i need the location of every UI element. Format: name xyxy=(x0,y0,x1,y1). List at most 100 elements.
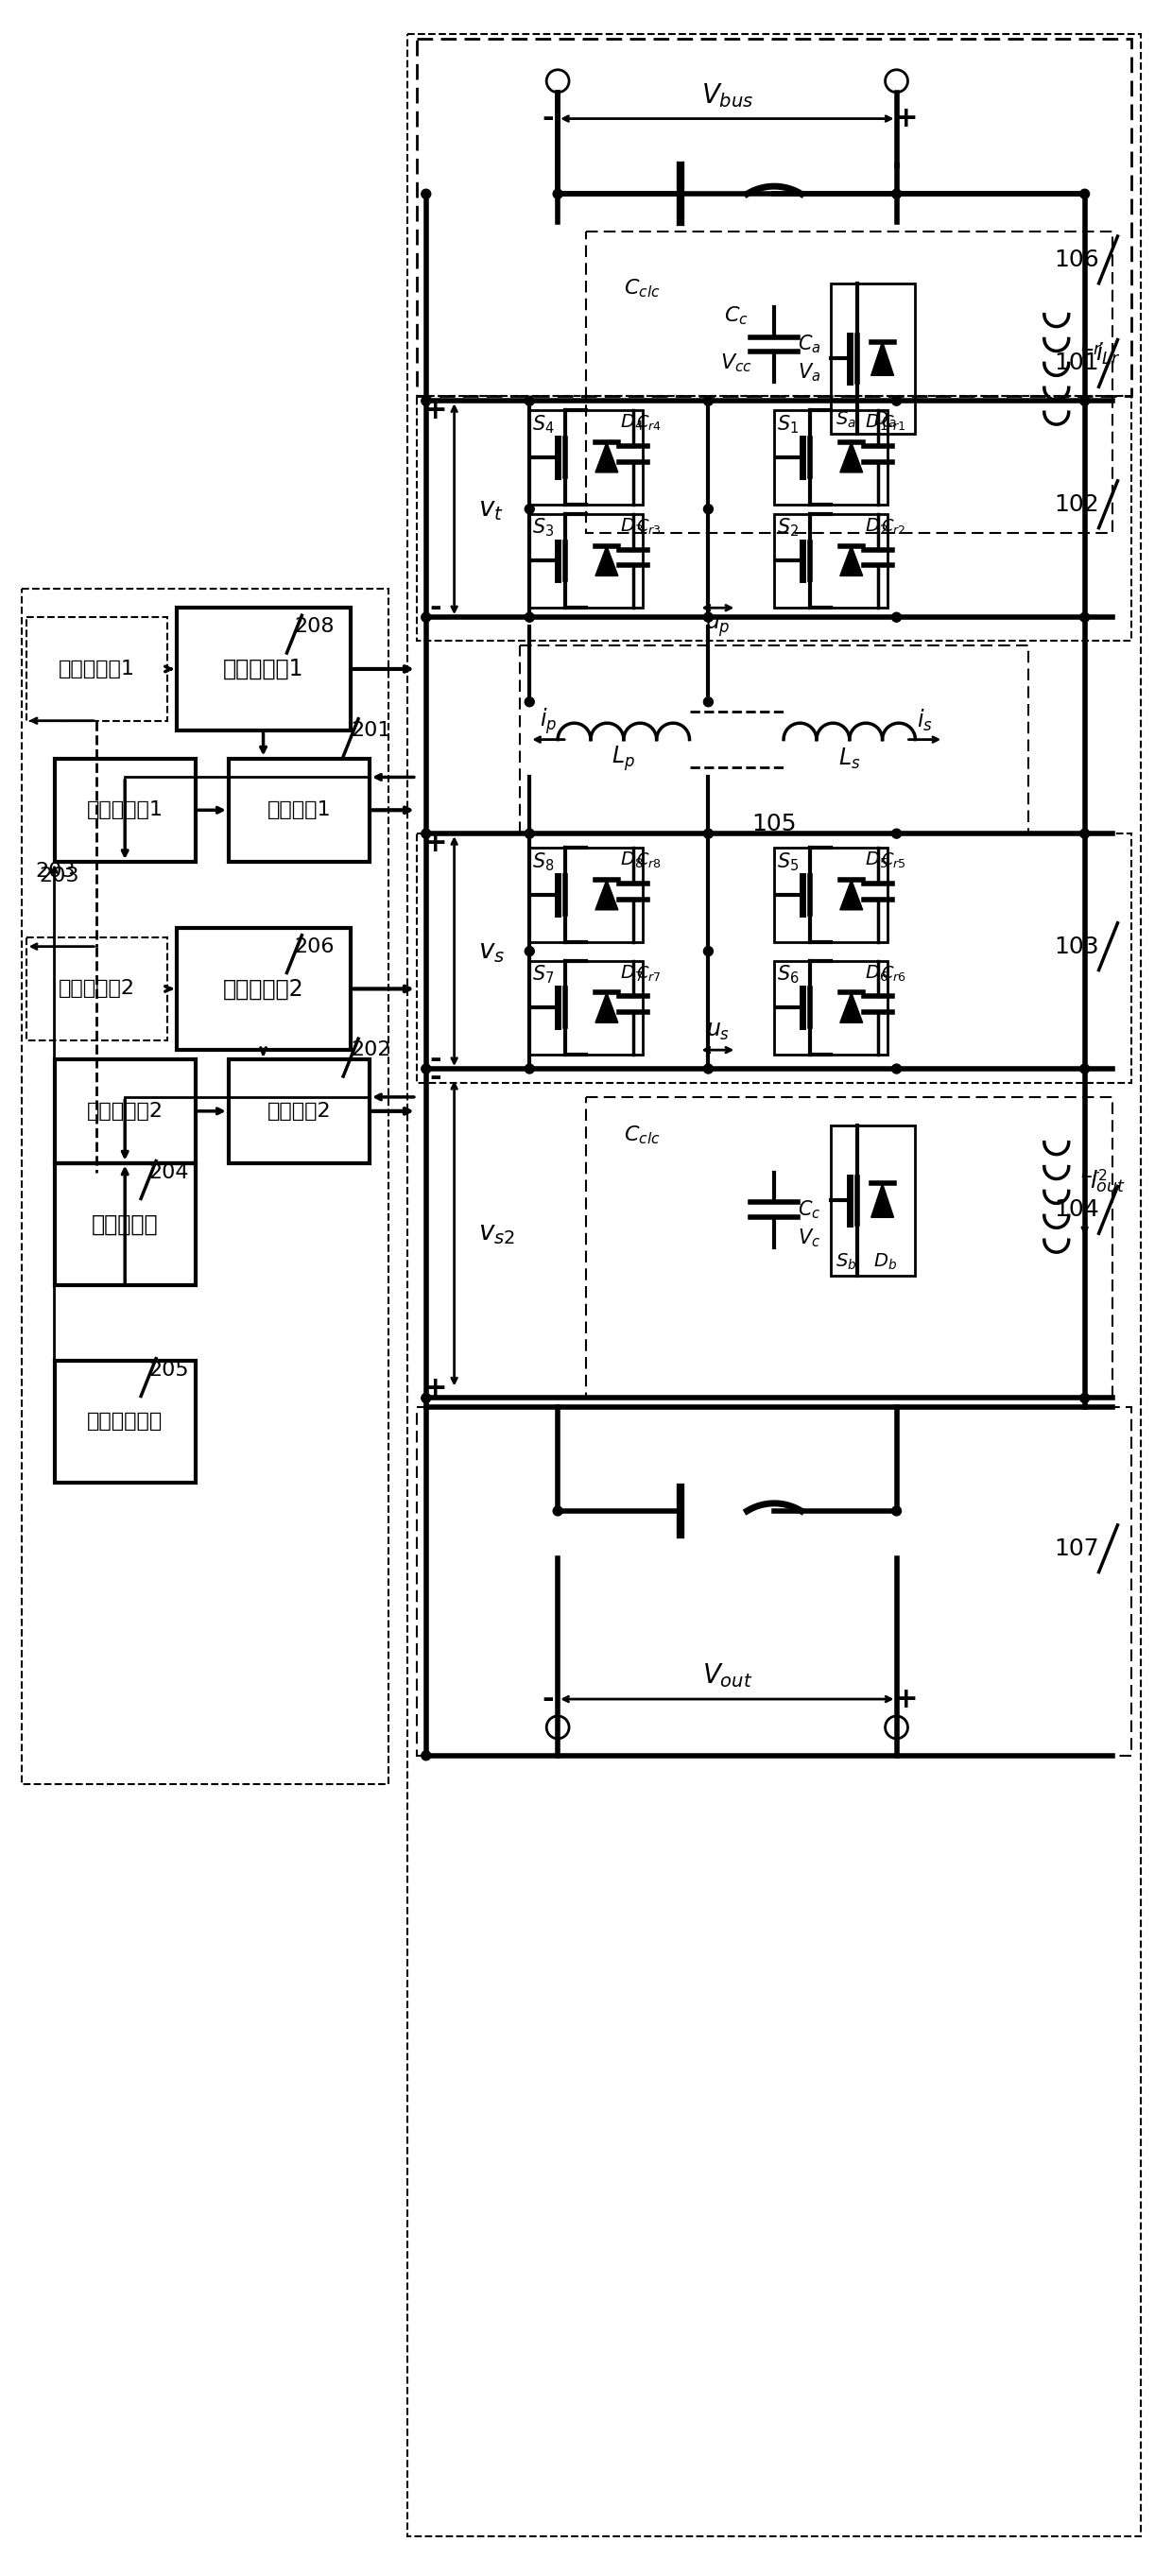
Polygon shape xyxy=(595,546,618,577)
Text: $D_b$: $D_b$ xyxy=(873,1252,897,1273)
Circle shape xyxy=(703,613,713,621)
Text: +: + xyxy=(423,1376,448,1401)
Bar xyxy=(54,1360,196,1484)
Circle shape xyxy=(422,613,431,621)
Text: +: + xyxy=(423,829,448,858)
Text: $S_7$: $S_7$ xyxy=(532,963,554,987)
Text: $v_{s2}$: $v_{s2}$ xyxy=(478,1221,515,1247)
Circle shape xyxy=(892,1064,901,1074)
Text: $S_a$: $S_a$ xyxy=(836,410,856,430)
Bar xyxy=(177,927,350,1051)
Text: +: + xyxy=(894,106,918,131)
Text: $i_{Lr}$: $i_{Lr}$ xyxy=(1096,340,1120,366)
Circle shape xyxy=(422,1394,431,1404)
Text: $C_{r4}$: $C_{r4}$ xyxy=(636,412,661,433)
Text: $S_4$: $S_4$ xyxy=(532,412,554,435)
Text: $L_r$: $L_r$ xyxy=(1079,332,1103,358)
Text: $C_{clc}$: $C_{clc}$ xyxy=(624,276,660,299)
Text: $i_s$: $i_s$ xyxy=(917,708,933,734)
Polygon shape xyxy=(840,443,863,471)
Circle shape xyxy=(553,188,563,198)
Text: 208: 208 xyxy=(294,618,334,636)
Bar xyxy=(26,938,168,1041)
Text: -: - xyxy=(429,1046,442,1074)
Text: 103: 103 xyxy=(1054,935,1099,958)
Text: $C_c$: $C_c$ xyxy=(724,304,749,327)
Text: $C_a$: $C_a$ xyxy=(798,332,820,355)
Bar xyxy=(229,1059,369,1162)
Circle shape xyxy=(703,505,713,513)
Text: 光耦隔离2: 光耦隔离2 xyxy=(267,1103,331,1121)
Text: $S_b$: $S_b$ xyxy=(836,1252,857,1273)
Text: 203: 203 xyxy=(39,866,80,886)
Bar xyxy=(775,961,887,1054)
Text: $S_5$: $S_5$ xyxy=(777,850,799,873)
Text: $D_7$: $D_7$ xyxy=(620,963,643,984)
Text: $D_3$: $D_3$ xyxy=(620,518,643,536)
Circle shape xyxy=(892,613,901,621)
Bar xyxy=(520,647,1028,835)
Bar xyxy=(177,608,350,729)
Text: $S_8$: $S_8$ xyxy=(532,850,554,873)
Text: $L_s$: $L_s$ xyxy=(838,747,860,770)
Bar xyxy=(54,757,196,863)
Text: $S_2$: $S_2$ xyxy=(777,518,799,538)
Bar xyxy=(530,513,642,608)
Text: $C_c$: $C_c$ xyxy=(798,1198,820,1221)
Text: $C_{r7}$: $C_{r7}$ xyxy=(636,963,661,981)
Bar xyxy=(586,232,1113,533)
Bar xyxy=(416,39,1132,397)
Text: 逆变控制器1: 逆变控制器1 xyxy=(223,657,304,680)
Text: +: + xyxy=(894,1685,918,1713)
Bar xyxy=(416,1406,1132,1757)
Text: $v_t$: $v_t$ xyxy=(478,495,503,523)
Text: $D_5$: $D_5$ xyxy=(865,850,887,871)
Text: $V_c$: $V_c$ xyxy=(798,1226,820,1249)
Text: $S_1$: $S_1$ xyxy=(777,412,799,435)
Circle shape xyxy=(703,829,713,837)
Text: $u_p$: $u_p$ xyxy=(706,613,730,639)
Circle shape xyxy=(422,1064,431,1074)
Text: 光耦隔离1: 光耦隔离1 xyxy=(267,801,331,819)
Text: +: + xyxy=(423,397,448,425)
Text: 202: 202 xyxy=(350,1041,391,1059)
Text: -: - xyxy=(543,106,554,131)
Bar xyxy=(831,283,915,433)
Circle shape xyxy=(892,829,901,837)
Circle shape xyxy=(1079,613,1090,621)
Circle shape xyxy=(1079,1394,1090,1404)
Circle shape xyxy=(553,1507,563,1515)
Text: $C_{r3}$: $C_{r3}$ xyxy=(636,518,661,536)
Text: 203: 203 xyxy=(35,863,76,881)
Circle shape xyxy=(1079,188,1090,198)
Bar xyxy=(407,33,1142,2537)
Bar xyxy=(775,410,887,505)
Bar xyxy=(26,618,168,721)
Text: $C_{r8}$: $C_{r8}$ xyxy=(636,850,661,871)
Text: 采样控制器1: 采样控制器1 xyxy=(87,801,163,819)
Circle shape xyxy=(1079,829,1090,837)
Polygon shape xyxy=(840,992,863,1023)
Text: -: - xyxy=(429,1064,442,1092)
Bar xyxy=(530,410,642,505)
Text: 误差调节器2: 误差调节器2 xyxy=(59,979,135,999)
Circle shape xyxy=(892,397,901,404)
Text: $C_{r2}$: $C_{r2}$ xyxy=(880,518,906,536)
Text: $L_{r2}$: $L_{r2}$ xyxy=(1079,1162,1108,1182)
Circle shape xyxy=(422,397,431,404)
Polygon shape xyxy=(871,343,894,376)
Text: 系统控制单元: 系统控制单元 xyxy=(87,1412,163,1432)
Circle shape xyxy=(525,698,534,706)
Text: $i_p$: $i_p$ xyxy=(540,706,557,737)
Text: 105: 105 xyxy=(751,814,797,835)
Polygon shape xyxy=(595,881,618,909)
Text: $C_{r6}$: $C_{r6}$ xyxy=(880,963,906,981)
Bar xyxy=(530,848,642,943)
Text: 逆变控制器2: 逆变控制器2 xyxy=(223,976,304,999)
Text: $C_{clc}$: $C_{clc}$ xyxy=(624,1123,660,1146)
Bar xyxy=(586,1097,1113,1399)
Circle shape xyxy=(422,188,431,198)
Bar xyxy=(775,848,887,943)
Text: $V_{cc}$: $V_{cc}$ xyxy=(721,353,752,374)
Circle shape xyxy=(525,505,534,513)
